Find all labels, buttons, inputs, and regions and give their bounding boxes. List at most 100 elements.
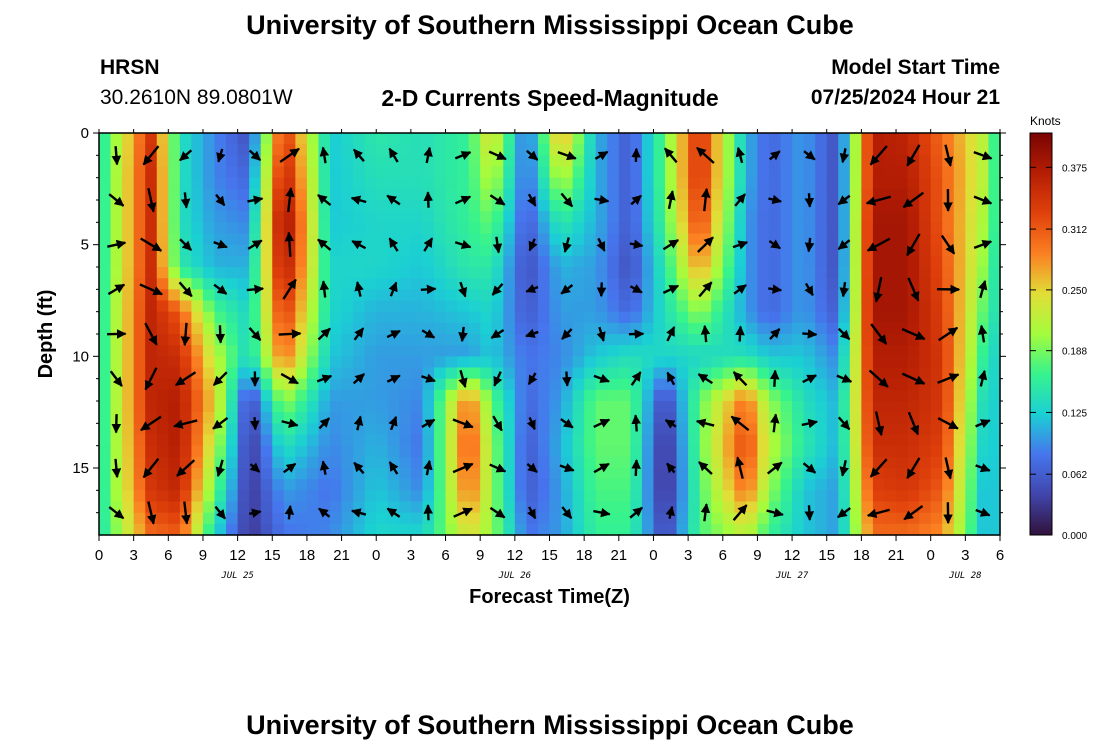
heatmap-cell — [930, 401, 943, 413]
heatmap-cell — [330, 144, 343, 156]
heatmap-cell — [942, 211, 955, 223]
heatmap-cell — [272, 166, 285, 179]
heatmap-cell — [202, 389, 216, 402]
heatmap-cell — [849, 456, 862, 469]
heatmap-cell — [306, 523, 320, 536]
heatmap-cell — [745, 334, 759, 346]
heatmap-cell — [653, 468, 666, 480]
heatmap-cell — [191, 211, 204, 223]
heatmap-cell — [537, 289, 551, 302]
heatmap-cell — [399, 222, 412, 235]
heatmap-cell — [630, 401, 643, 413]
heatmap-cell — [815, 512, 828, 525]
heatmap-cell — [272, 334, 285, 346]
heatmap-cell — [399, 267, 412, 279]
heatmap-cell — [919, 434, 932, 447]
heatmap-cell — [272, 200, 285, 212]
heatmap-cell — [676, 345, 689, 357]
heatmap-cell — [792, 334, 805, 346]
heatmap-cell — [295, 278, 308, 290]
heatmap-cell — [711, 523, 724, 536]
heatmap-cell — [780, 401, 793, 413]
heatmap-cell — [514, 211, 527, 223]
heatmap-cell — [410, 322, 424, 335]
heatmap-cell — [410, 423, 424, 436]
heatmap-cell — [110, 300, 123, 313]
heatmap-cell — [976, 490, 990, 503]
velocity-arrow — [666, 371, 676, 386]
heatmap-cell — [260, 289, 273, 302]
velocity-arrow — [874, 411, 885, 437]
heatmap-cell — [364, 188, 377, 201]
heatmap-cell — [896, 255, 909, 268]
heatmap-cell — [214, 501, 227, 514]
heatmap-cell — [688, 211, 701, 223]
heatmap-cell — [156, 255, 169, 268]
velocity-arrow — [111, 146, 122, 166]
heatmap-cell — [653, 356, 666, 369]
heatmap-cell — [919, 490, 932, 503]
heatmap-cell — [688, 155, 701, 168]
heatmap-cell — [838, 389, 851, 402]
heatmap-cell — [745, 445, 759, 458]
heatmap-cell — [780, 367, 793, 380]
heatmap-cell — [503, 188, 516, 201]
heatmap-cell — [156, 490, 169, 503]
heatmap-cell — [480, 523, 493, 536]
heatmap-cell — [99, 267, 112, 279]
heatmap-cell — [237, 367, 250, 380]
heatmap-cell — [618, 155, 631, 168]
heatmap-cell — [561, 144, 574, 156]
velocity-arrow — [420, 284, 437, 295]
velocity-arrow — [215, 325, 226, 344]
heatmap-cell — [191, 445, 204, 458]
heatmap-cell — [387, 289, 400, 302]
heatmap-cell — [688, 401, 701, 413]
heatmap-cell — [942, 233, 955, 246]
heatmap-cell — [919, 479, 932, 491]
heatmap-cell — [318, 300, 331, 313]
heatmap-cell — [826, 412, 839, 424]
heatmap-cell — [595, 311, 608, 324]
heatmap-cell — [930, 200, 943, 212]
velocity-arrow — [454, 195, 472, 205]
heatmap-cell — [214, 255, 227, 268]
heatmap-cell — [653, 456, 666, 469]
heatmap-cell — [202, 133, 216, 145]
heatmap-cell — [226, 345, 239, 357]
heatmap-cell — [491, 445, 504, 458]
heatmap-cell — [676, 479, 689, 491]
heatmap-cell — [953, 289, 966, 302]
heatmap-cell — [976, 233, 990, 246]
heatmap-cell — [757, 233, 770, 246]
heatmap-cell — [422, 345, 435, 357]
heatmap-cell — [699, 479, 712, 491]
heatmap-cell — [688, 512, 701, 525]
heatmap-cell — [491, 389, 504, 402]
heatmap-cell — [711, 334, 724, 346]
heatmap-cell — [503, 255, 516, 268]
heatmap-cell — [942, 311, 955, 324]
heatmap-cell — [607, 177, 620, 190]
heatmap-cell — [722, 144, 735, 156]
heatmap-cell — [237, 401, 250, 413]
heatmap-cell — [491, 133, 504, 145]
velocity-arrow — [940, 234, 956, 255]
heatmap-cell — [676, 211, 689, 223]
heatmap-cell — [561, 211, 574, 223]
heatmap-cell — [133, 367, 146, 380]
heatmap-cell — [942, 356, 955, 369]
heatmap-cell — [110, 434, 123, 447]
heatmap-cell — [514, 177, 527, 190]
heatmap-cell — [768, 289, 782, 302]
heatmap-cell — [792, 311, 805, 324]
heatmap-cell — [734, 177, 747, 190]
heatmap-cell — [953, 278, 966, 290]
heatmap-cell — [896, 200, 909, 212]
heatmap-cell — [214, 523, 227, 536]
heatmap-cell — [202, 523, 216, 536]
velocity-arrow — [284, 231, 295, 257]
heatmap-cell — [295, 490, 308, 503]
heatmap-cell — [584, 479, 597, 491]
heatmap-cell — [549, 222, 562, 235]
